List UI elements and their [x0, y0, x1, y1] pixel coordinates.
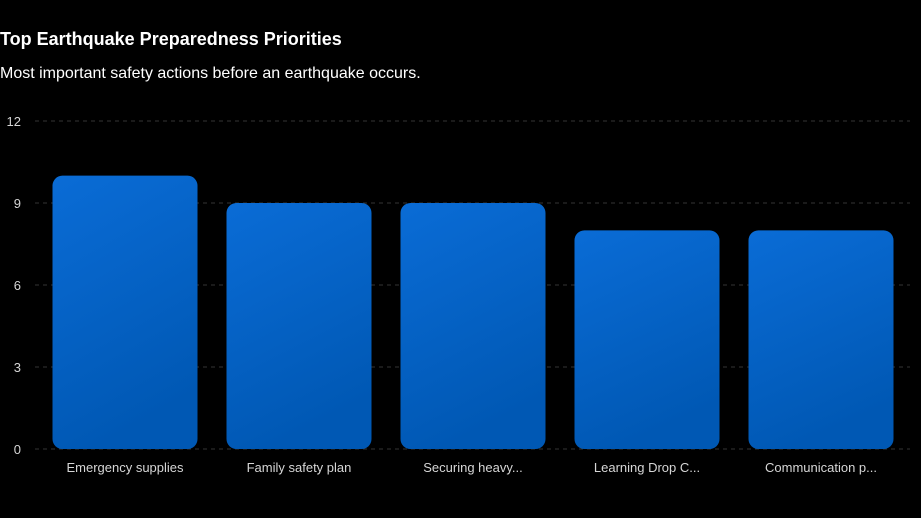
y-tick-label-1: 3 [14, 360, 21, 375]
y-axis-ticks: 0 3 6 9 12 [7, 114, 21, 457]
bar-0[interactable] [52, 175, 198, 449]
y-tick-label-0: 0 [14, 442, 21, 457]
y-tick-label-2: 6 [14, 278, 21, 293]
x-tick-label-3: Learning Drop C... [594, 460, 700, 475]
x-tick-label-2: Securing heavy... [423, 460, 522, 475]
x-tick-label-1: Family safety plan [247, 460, 352, 475]
chart-subtitle: Most important safety actions before an … [0, 65, 421, 82]
x-axis-ticks: Emergency supplies Family safety plan Secu… [66, 460, 877, 475]
x-tick-label-0: Emergency supplies [66, 460, 184, 475]
x-tick-label-4: Communication p... [765, 460, 877, 475]
bar-3[interactable] [574, 230, 720, 449]
bars [52, 175, 894, 449]
y-tick-label-3: 9 [14, 196, 21, 211]
chart-title: Top Earthquake Preparedness Priorities [0, 29, 342, 49]
bar-4[interactable] [748, 230, 894, 449]
bar-1[interactable] [226, 203, 372, 449]
y-tick-label-4: 12 [7, 114, 21, 129]
bar-2[interactable] [400, 203, 546, 449]
